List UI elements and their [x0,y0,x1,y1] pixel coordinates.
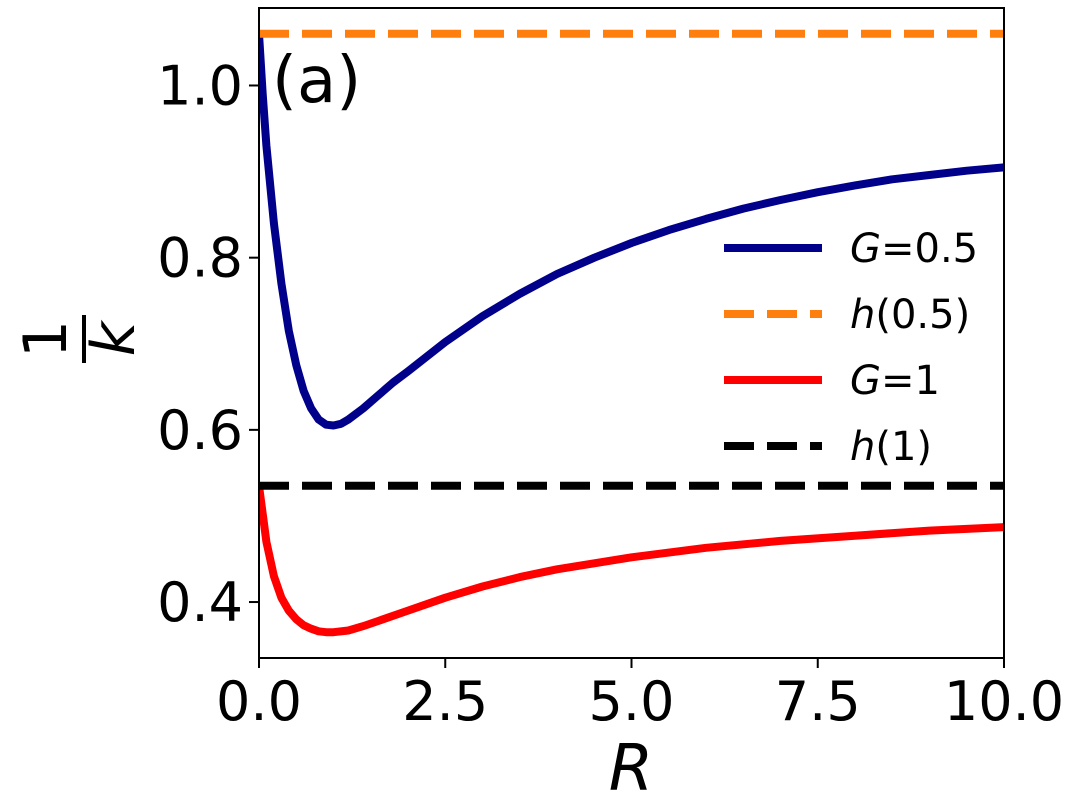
series-g-0-5-line [259,33,1004,430]
x-tick-label: 2.5 [402,670,488,733]
y-tick-label: 0.8 [157,227,243,290]
y-axis-label-denominator: k [79,319,149,356]
legend-label: G=0.5 [850,226,978,272]
y-axis-label-numerator: 1 [11,320,81,358]
panel-label: (a) [272,44,361,118]
legend-label: G=1 [850,358,940,404]
x-tick-label: 10.0 [944,670,1064,733]
y-tick-label: 0.4 [157,571,243,634]
y-axis-label: 1 k [11,315,149,363]
x-tick-label: 5.0 [589,670,675,733]
legend: G=0.5 h(0.5) G=1 h(1) [724,226,978,470]
legend-label: h(1) [850,424,932,470]
series-g-1-line [259,485,1004,637]
x-tick-label: 7.5 [775,670,861,733]
y-tick-label: 1.0 [157,54,243,117]
y-tick-label: 0.6 [157,399,243,462]
legend-label: h(0.5) [850,292,970,338]
x-tick-label: 0.0 [216,670,302,733]
x-axis-label: R [609,732,653,806]
